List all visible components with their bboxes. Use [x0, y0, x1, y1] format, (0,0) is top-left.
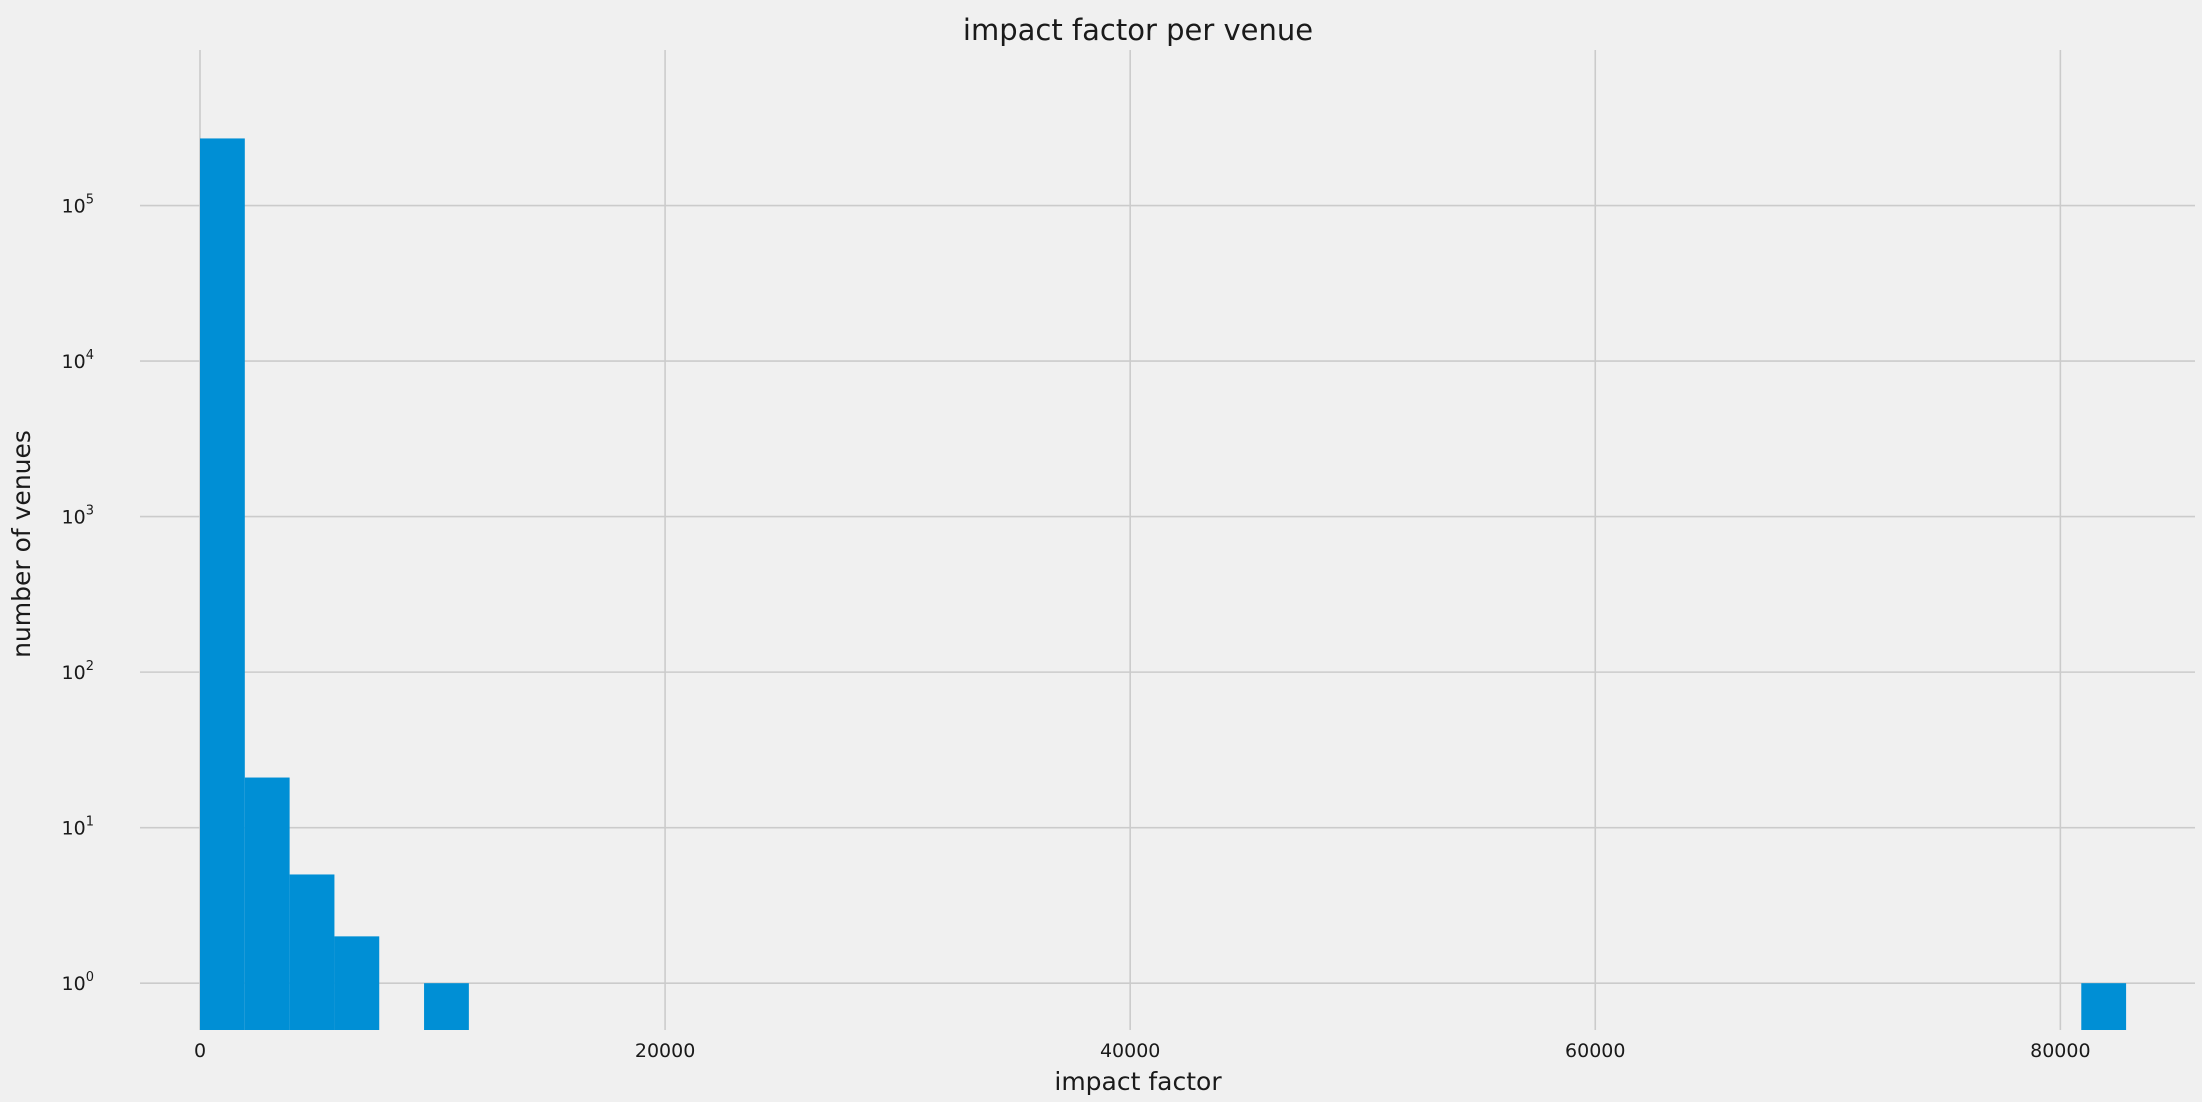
histogram-bar	[244, 777, 290, 1030]
y-tick-exponent: 2	[86, 659, 94, 674]
y-tick-label: 100	[62, 970, 94, 995]
histogram-bar	[424, 983, 469, 1030]
y-tick-exponent: 0	[86, 970, 94, 985]
histogram-bars	[199, 138, 2127, 1030]
y-tick-base: 10	[62, 351, 86, 373]
y-tick-label: 104	[62, 348, 94, 373]
histogram-bar	[199, 138, 245, 1030]
y-axis-label: number of venues	[7, 430, 36, 658]
y-tick-base: 10	[62, 196, 86, 218]
y-tick-label: 103	[62, 504, 94, 529]
y-tick-base: 10	[62, 662, 86, 684]
y-tick-exponent: 4	[86, 348, 94, 363]
x-axis-label: impact factor	[1054, 1067, 1222, 1096]
y-tick-exponent: 1	[86, 815, 94, 830]
histogram-bar	[334, 936, 380, 1030]
x-tick-label: 40000	[1100, 1040, 1160, 1062]
grid-lines	[140, 50, 2195, 1030]
x-tick-label: 0	[194, 1040, 206, 1062]
histogram-bar	[289, 874, 335, 1030]
chart-title: impact factor per venue	[963, 13, 1313, 47]
y-tick-exponent: 5	[86, 193, 94, 208]
y-tick-exponent: 3	[86, 504, 94, 519]
x-tick-label: 80000	[2030, 1040, 2090, 1062]
y-tick-label: 105	[62, 193, 94, 218]
y-tick-label: 102	[62, 659, 94, 684]
y-tick-base: 10	[62, 818, 86, 840]
x-tick-label: 60000	[1565, 1040, 1625, 1062]
histogram-bar	[2081, 983, 2127, 1030]
y-tick-base: 10	[62, 973, 86, 995]
y-tick-label: 101	[62, 815, 94, 840]
y-tick-base: 10	[62, 507, 86, 529]
x-tick-label: 20000	[635, 1040, 695, 1062]
x-axis-ticks: 0 20000 40000 60000 80000	[194, 1040, 2091, 1062]
